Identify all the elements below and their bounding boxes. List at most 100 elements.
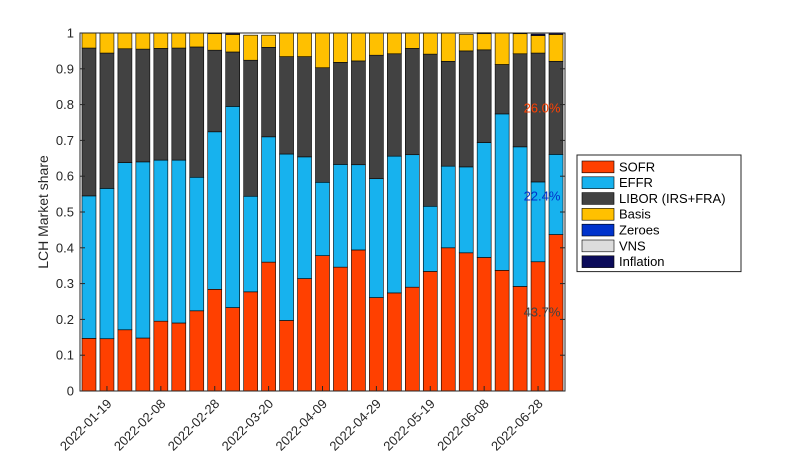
bar-stack <box>440 32 456 392</box>
bar-segment <box>405 286 420 392</box>
legend-swatch <box>581 160 615 174</box>
y-tick-label: 0.1 <box>56 348 74 363</box>
bar-segment <box>171 159 187 324</box>
bar-segment <box>189 32 205 48</box>
bar-segment <box>81 47 97 197</box>
bar-stack <box>153 32 169 392</box>
bar-segment <box>225 34 240 53</box>
bar-stack <box>243 34 258 392</box>
bar-stack <box>405 32 420 392</box>
legend-item: SOFR <box>581 159 655 174</box>
bar-segment <box>530 261 546 392</box>
bar-segment <box>387 53 402 157</box>
legend-label: LIBOR (IRS+FRA) <box>619 191 726 206</box>
bar-segment <box>333 266 348 392</box>
bar-segment <box>207 289 223 392</box>
x-tick-label: 2022-02-28 <box>165 396 223 454</box>
bar-segment <box>189 46 205 178</box>
bar-segment <box>189 310 205 392</box>
bar-stack <box>315 32 330 392</box>
plot-area: 0 0.1 0.2 0.3 0.4 0.5 0.6 0.7 0.8 0.9 1 2022-01-19… <box>56 26 566 454</box>
bar-segment <box>422 205 438 272</box>
bar-segment <box>440 247 456 392</box>
bar-stack <box>261 34 276 392</box>
bar-segment <box>512 146 528 287</box>
x-tick-label: 2022-04-09 <box>273 396 331 454</box>
bar-segment <box>512 286 528 392</box>
bar-segment <box>387 292 402 392</box>
y-axis-ticks: 0 0.1 0.2 0.3 0.4 0.5 0.6 0.7 0.8 0.9 1 <box>56 26 565 399</box>
bar-stack <box>422 32 438 392</box>
y-tick-label: 0.9 <box>56 61 74 76</box>
bar-segment <box>135 32 151 50</box>
bar-segment <box>548 34 564 62</box>
bar-segment <box>117 329 133 392</box>
bar-segment <box>261 34 276 48</box>
bar-segment <box>369 297 384 392</box>
bar-segment <box>297 56 312 158</box>
percent-annotation: 22.4% <box>524 188 561 203</box>
bar-segment <box>153 320 169 392</box>
bar-segment <box>333 62 348 165</box>
bar-segment <box>476 142 492 258</box>
legend-item: Basis <box>581 207 651 222</box>
bar-segment <box>494 64 510 115</box>
bar-segment <box>99 32 115 54</box>
legend-item: LIBOR (IRS+FRA) <box>581 191 726 206</box>
bar-segment <box>315 67 330 183</box>
legend-swatch <box>581 255 615 268</box>
legend-item: Zeroes <box>581 223 660 238</box>
bar-segment <box>494 113 510 271</box>
bar-segment <box>279 153 294 321</box>
bar-stack <box>530 33 546 392</box>
y-tick-label: 1 <box>67 26 74 41</box>
bar-segment <box>153 32 169 49</box>
bar-segment <box>530 35 546 54</box>
bar-segment <box>494 32 510 65</box>
bar-segment <box>261 136 276 263</box>
bar-segment <box>171 32 187 49</box>
bar-segment <box>369 178 384 298</box>
legend-label: SOFR <box>619 159 655 174</box>
bar-segment <box>243 195 258 293</box>
bar-stack <box>207 33 223 392</box>
bar-segment <box>99 188 115 340</box>
stacked-bars <box>81 32 564 392</box>
bar-segment <box>171 322 187 392</box>
bar-segment <box>225 51 240 107</box>
bar-segment <box>225 307 240 392</box>
bar-segment <box>369 54 384 180</box>
bar-segment <box>351 60 366 166</box>
bar-segment <box>476 49 492 143</box>
bar-segment <box>333 164 348 268</box>
y-tick-label: 0.5 <box>56 205 74 220</box>
bar-stack <box>548 32 564 392</box>
bar-stack <box>135 32 151 392</box>
bar-segment <box>153 48 169 161</box>
x-tick-label: 2022-04-29 <box>326 396 384 454</box>
y-tick-label: 0.2 <box>56 312 74 327</box>
legend-item: Inflation <box>581 254 665 269</box>
bar-segment <box>387 32 402 55</box>
x-tick-label: 2022-05-19 <box>380 396 438 454</box>
bar-segment <box>476 33 492 51</box>
bar-segment <box>99 338 115 392</box>
bar-segment <box>315 181 330 256</box>
bar-segment <box>207 49 223 133</box>
bar-segment <box>135 161 151 339</box>
bar-stack <box>351 32 366 392</box>
bar-segment <box>351 164 366 251</box>
bar-segment <box>369 32 384 56</box>
bar-segment <box>279 32 294 57</box>
bar-segment <box>458 166 474 254</box>
bar-segment <box>440 60 456 167</box>
bar-segment <box>458 50 474 168</box>
legend-label: EFFR <box>619 175 653 190</box>
x-axis-ticks: 2022-01-192022-02-082022-02-282022-03-20… <box>57 386 546 454</box>
legend-swatch <box>581 192 615 205</box>
bar-segment <box>171 47 187 161</box>
bar-stack <box>99 32 115 392</box>
annotations: 26.0% 22.4% 43.7% <box>524 101 561 320</box>
